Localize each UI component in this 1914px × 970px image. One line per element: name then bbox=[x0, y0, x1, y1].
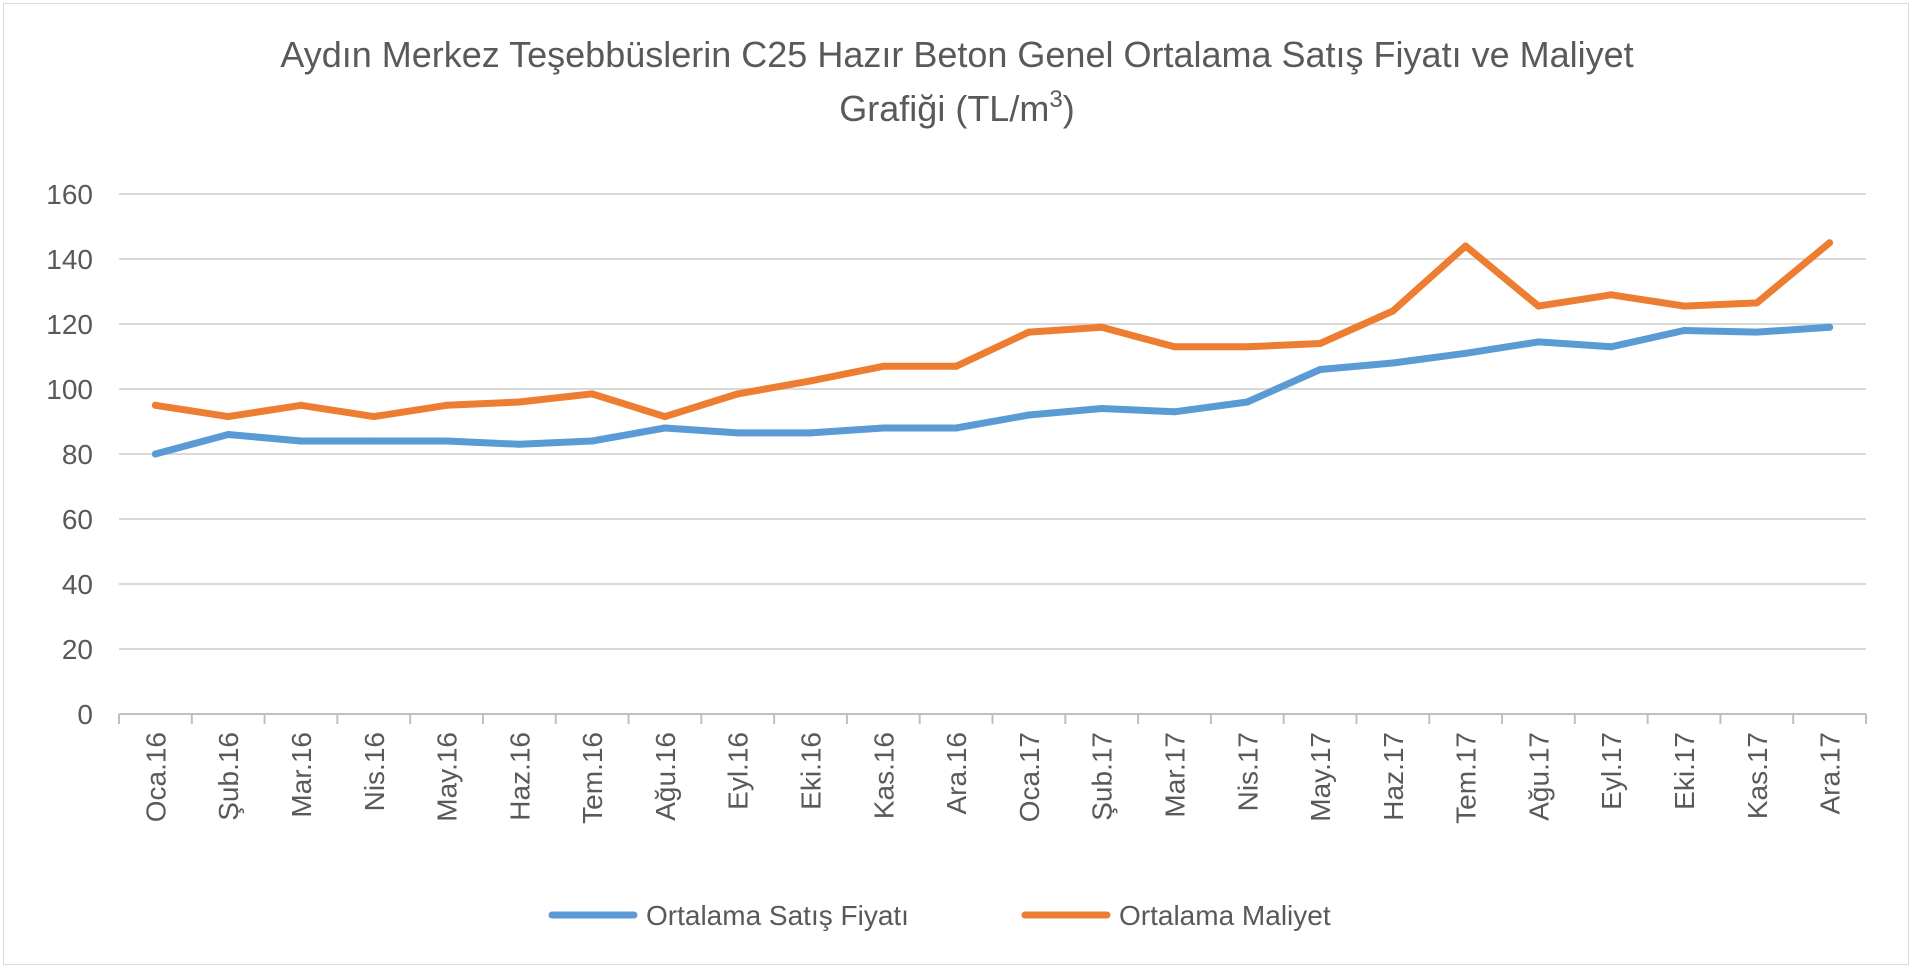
y-tick-label: 160 bbox=[46, 179, 93, 210]
x-tick-label: Şub.17 bbox=[1087, 732, 1118, 821]
y-tick-label: 100 bbox=[46, 374, 93, 405]
y-tick-label: 0 bbox=[77, 699, 93, 730]
data-point bbox=[297, 401, 305, 409]
x-tick-label: Nis.16 bbox=[359, 732, 390, 811]
x-tick-label: Nis.17 bbox=[1232, 732, 1263, 811]
data-point bbox=[1826, 239, 1834, 247]
data-point bbox=[1243, 343, 1251, 351]
series-line-1 bbox=[151, 239, 1834, 421]
x-tick-label: Ağu.17 bbox=[1523, 732, 1554, 821]
data-point bbox=[443, 401, 451, 409]
data-point bbox=[1243, 398, 1251, 406]
legend-label-0: Ortalama Satış Fiyatı bbox=[646, 900, 909, 931]
data-point bbox=[1680, 327, 1688, 334]
x-tick-label: Kas.17 bbox=[1742, 732, 1773, 819]
data-point bbox=[515, 440, 523, 448]
x-tick-label: Eki.17 bbox=[1669, 732, 1700, 810]
x-tick-label: Oca.17 bbox=[1014, 732, 1045, 822]
y-axis-ticks: 0 20 40 60 80 100 120 140 160 bbox=[46, 179, 93, 730]
x-tick-label: May.16 bbox=[432, 732, 463, 822]
gridlines bbox=[119, 193, 1866, 650]
data-point bbox=[1098, 323, 1106, 331]
data-point bbox=[661, 424, 669, 432]
x-tick-label: Mar.16 bbox=[286, 732, 317, 818]
data-point bbox=[661, 413, 669, 421]
data-point bbox=[297, 437, 305, 445]
data-point bbox=[1753, 299, 1761, 307]
x-tick-label: Mar.17 bbox=[1159, 732, 1190, 818]
data-point bbox=[1025, 411, 1033, 419]
data-point bbox=[370, 437, 378, 445]
legend: Ortalama Satış Fiyatı Ortalama Maliyet bbox=[548, 900, 1331, 931]
data-point bbox=[1389, 307, 1397, 315]
x-axis-ticks: Oca.16 Şub.16 Mar.16 Nis.16 May.16 Haz.16 Tem.… bbox=[140, 732, 1845, 824]
data-point bbox=[1316, 366, 1324, 373]
data-point bbox=[734, 429, 742, 437]
y-tick-label: 40 bbox=[62, 569, 93, 600]
data-point bbox=[1607, 343, 1615, 351]
x-tick-label: Eyl.16 bbox=[723, 732, 754, 810]
data-point bbox=[1462, 242, 1470, 250]
legend-label-1: Ortalama Maliyet bbox=[1119, 900, 1331, 931]
data-point bbox=[1680, 302, 1688, 310]
y-tick-label: 140 bbox=[46, 244, 93, 275]
data-point bbox=[1462, 349, 1470, 357]
x-tick-label: Eki.16 bbox=[796, 732, 827, 810]
data-point bbox=[1170, 408, 1178, 416]
data-point bbox=[1607, 291, 1615, 299]
data-point bbox=[807, 429, 815, 437]
data-point bbox=[1316, 340, 1324, 347]
x-tick-label: Tem.17 bbox=[1451, 732, 1482, 824]
data-point bbox=[443, 437, 451, 445]
x-tick-label: Haz.17 bbox=[1378, 732, 1409, 821]
chart-title-line-1: Aydın Merkez Teşebbüslerin C25 Hazır Bet… bbox=[280, 34, 1633, 75]
data-point bbox=[807, 377, 815, 385]
x-tick-label: Ara.16 bbox=[941, 732, 972, 815]
chart-title-line-2: Grafiği (TL/m3) bbox=[839, 86, 1074, 129]
chart-title-line-2-end: ) bbox=[1063, 88, 1075, 129]
data-point bbox=[952, 424, 960, 432]
x-tick-label: Tem.16 bbox=[577, 732, 608, 824]
data-point bbox=[1025, 328, 1033, 336]
y-tick-label: 80 bbox=[62, 439, 93, 470]
x-tick-label: Kas.16 bbox=[868, 732, 899, 819]
data-point bbox=[588, 390, 596, 398]
data-point bbox=[952, 362, 960, 370]
y-tick-label: 120 bbox=[46, 309, 93, 340]
data-point bbox=[588, 437, 596, 445]
x-tick-label: Ağu.16 bbox=[650, 732, 681, 821]
chart-canvas: Aydın Merkez Teşebbüslerin C25 Hazır Bet… bbox=[46, 34, 1867, 931]
data-point bbox=[1753, 328, 1761, 336]
data-point bbox=[1826, 323, 1834, 331]
y-tick-label: 60 bbox=[62, 504, 93, 535]
x-tick-label: Ara.17 bbox=[1815, 732, 1846, 815]
x-tick-label: Oca.16 bbox=[140, 732, 171, 822]
data-point bbox=[1170, 343, 1178, 351]
chart-title-superscript: 3 bbox=[1049, 86, 1062, 113]
data-point bbox=[734, 390, 742, 398]
data-point bbox=[879, 424, 887, 432]
data-point bbox=[1534, 302, 1542, 310]
data-point bbox=[515, 398, 523, 406]
x-axis bbox=[118, 713, 1867, 724]
data-point bbox=[1389, 359, 1397, 367]
data-point bbox=[151, 450, 159, 458]
chart-frame: Aydın Merkez Teşebbüslerin C25 Hazır Bet… bbox=[3, 3, 1909, 965]
data-point bbox=[1098, 405, 1106, 412]
series-line-0 bbox=[151, 323, 1834, 458]
y-tick-label: 20 bbox=[62, 634, 93, 665]
x-tick-label: Şub.16 bbox=[213, 732, 244, 821]
data-point bbox=[879, 362, 887, 370]
x-tick-label: Eyl.17 bbox=[1596, 732, 1627, 810]
data-point bbox=[151, 401, 159, 409]
x-tick-label: May.17 bbox=[1305, 732, 1336, 822]
data-point bbox=[1534, 338, 1542, 346]
series-lines bbox=[151, 239, 1834, 458]
chart-title-line-2-main: Grafiği (TL/m bbox=[839, 88, 1049, 129]
data-point bbox=[224, 431, 232, 438]
x-tick-label: Haz.16 bbox=[504, 732, 535, 821]
data-point bbox=[370, 413, 378, 421]
data-point bbox=[224, 413, 232, 421]
